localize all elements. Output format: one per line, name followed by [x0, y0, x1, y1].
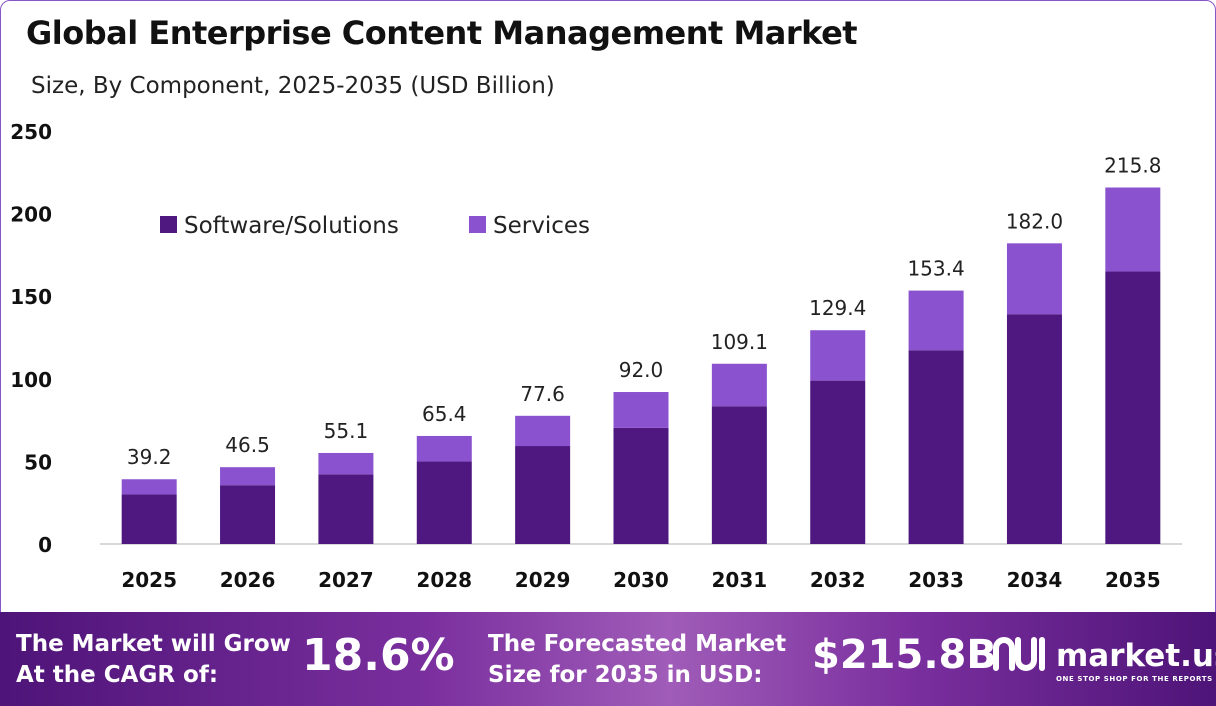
- brand-tagline: ONE STOP SHOP FOR THE REPORTS: [1056, 675, 1213, 683]
- total-data-label: 39.2: [127, 445, 172, 469]
- bar-services: [515, 415, 571, 447]
- bar-services: [613, 392, 669, 428]
- x-tick-label: 2029: [515, 568, 571, 592]
- bar-services: [810, 330, 866, 381]
- total-data-label: 77.6: [520, 382, 565, 406]
- forecast-label-line1: The Forecasted Market: [488, 631, 787, 657]
- bar-software-solutions: [1006, 314, 1062, 544]
- cagr-label-line1: The Market will Grow: [16, 631, 291, 657]
- x-tick-label: 2031: [712, 568, 768, 592]
- x-tick-label: 2025: [121, 568, 177, 592]
- y-tick-label: 150: [10, 285, 52, 309]
- summary-banner: The Market will Grow At the CAGR of: 18.…: [0, 612, 1216, 706]
- legend-software-solutions-swatch: [160, 216, 177, 233]
- chart-title: Global Enterprise Content Management Mar…: [26, 14, 858, 52]
- bar-chart: 0 50 100 150 200 250 39.2 2025 46.5 2026 55.1 2027 6…: [10, 120, 1182, 592]
- bar-services: [1006, 243, 1062, 315]
- x-tick-label: 2032: [810, 568, 866, 592]
- legend-software-solutions-label: Software/Solutions: [184, 213, 399, 239]
- x-tick-label: 2027: [318, 568, 374, 592]
- forecast-label: The Forecasted Market Size for 2035 in U…: [488, 629, 786, 691]
- bar-software-solutions: [810, 380, 866, 544]
- total-data-label: 92.0: [619, 358, 664, 382]
- x-tick-label: 2035: [1105, 568, 1161, 592]
- chart-subtitle: Size, By Component, 2025-2035 (USD Billi…: [31, 73, 555, 99]
- bar-software-solutions: [908, 350, 964, 544]
- bar-services: [1105, 187, 1161, 272]
- x-tick-label: 2033: [908, 568, 964, 592]
- bar-services: [908, 290, 964, 351]
- cagr-label: The Market will Grow At the CAGR of:: [16, 629, 291, 691]
- y-tick-label: 200: [10, 203, 52, 227]
- y-tick-label: 0: [38, 533, 52, 557]
- total-data-label: 55.1: [324, 419, 369, 443]
- total-data-label: 153.4: [907, 257, 964, 281]
- total-data-label: 215.8: [1104, 153, 1161, 177]
- bar-software-solutions: [416, 461, 472, 544]
- total-data-label: 129.4: [809, 296, 866, 320]
- legend-services-label: Services: [493, 213, 590, 239]
- cagr-label-line2: At the CAGR of:: [16, 662, 219, 688]
- legend-services-swatch: [469, 216, 486, 233]
- total-data-label: 182.0: [1006, 209, 1063, 233]
- bar-software-solutions: [515, 446, 571, 544]
- bar-services: [711, 363, 767, 407]
- brand-name: market.us: [1056, 638, 1216, 674]
- bar-services: [220, 467, 276, 486]
- x-tick-label: 2026: [220, 568, 276, 592]
- bar-services: [416, 435, 472, 462]
- total-data-label: 65.4: [422, 402, 467, 426]
- market-us-logo-icon: [993, 637, 1045, 671]
- bar-software-solutions: [220, 485, 276, 544]
- total-data-label: 46.5: [225, 433, 270, 457]
- y-tick-label: 250: [10, 120, 52, 144]
- bar-software-solutions: [1105, 271, 1161, 544]
- total-data-label: 109.1: [711, 330, 768, 354]
- bar-software-solutions: [121, 494, 177, 544]
- bar-services: [318, 452, 374, 475]
- bar-software-solutions: [318, 474, 374, 544]
- x-tick-label: 2030: [613, 568, 669, 592]
- cagr-value: 18.6%: [302, 630, 455, 681]
- bar-software-solutions: [613, 427, 669, 544]
- y-tick-label: 100: [10, 368, 52, 392]
- forecast-label-line2: Size for 2035 in USD:: [488, 662, 763, 688]
- y-tick-label: 50: [24, 450, 52, 474]
- x-tick-label: 2028: [416, 568, 472, 592]
- forecast-value: $215.8B: [812, 632, 997, 678]
- x-tick-label: 2034: [1007, 568, 1063, 592]
- bar-services: [121, 479, 177, 495]
- bar-software-solutions: [711, 406, 767, 544]
